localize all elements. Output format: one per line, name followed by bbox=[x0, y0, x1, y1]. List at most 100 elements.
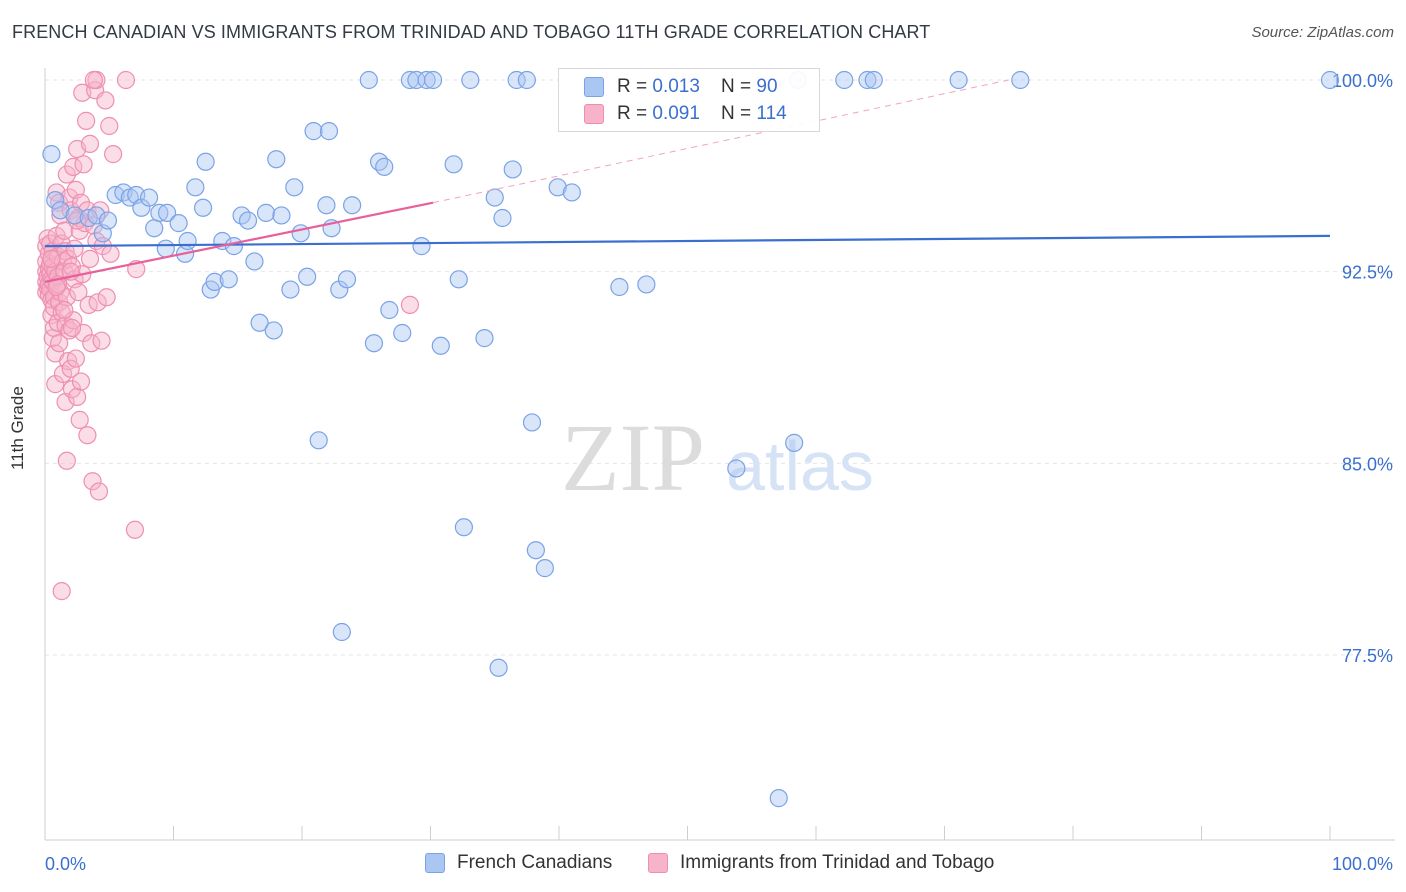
watermark-atlas: atlas bbox=[726, 427, 874, 505]
pink-point bbox=[83, 472, 102, 491]
blue-point bbox=[864, 70, 883, 90]
blue-point bbox=[475, 329, 494, 348]
pink-point bbox=[55, 221, 74, 240]
pink-point bbox=[61, 359, 80, 378]
r-value-pink: 0.091 bbox=[652, 103, 700, 124]
blue-point bbox=[375, 157, 394, 176]
pink-point bbox=[43, 257, 62, 276]
pink-point bbox=[80, 134, 100, 153]
blue-point bbox=[139, 188, 159, 207]
blue-point bbox=[205, 272, 224, 291]
x-tick-label: 100.0% bbox=[1332, 854, 1393, 874]
watermark-zip: ZIP bbox=[561, 404, 705, 511]
blue-point bbox=[150, 203, 169, 222]
blue-point bbox=[186, 178, 205, 197]
blue-point bbox=[485, 188, 504, 207]
blue-point bbox=[949, 70, 968, 90]
pink-point bbox=[101, 244, 120, 263]
pink-point bbox=[88, 293, 107, 312]
blue-point bbox=[317, 196, 336, 215]
y-tick-label: 77.5% bbox=[1342, 646, 1393, 666]
legend-item-french-canadians[interactable]: French Canadians bbox=[425, 852, 612, 874]
blue-point bbox=[412, 237, 431, 256]
blue-point bbox=[193, 198, 213, 217]
blue-point bbox=[145, 219, 164, 238]
r-label-blue: R = bbox=[617, 76, 653, 97]
legend-swatch-pink bbox=[648, 853, 668, 873]
pink-point bbox=[60, 321, 79, 340]
blue-point bbox=[42, 145, 61, 164]
y-tick-label: 85.0% bbox=[1342, 454, 1393, 474]
blue-point bbox=[65, 206, 84, 225]
blue-point bbox=[332, 622, 351, 642]
pink-point bbox=[84, 70, 103, 90]
chart-title: FRENCH CANADIAN VS IMMIGRANTS FROM TRINI… bbox=[12, 22, 931, 42]
r-value-blue: 0.013 bbox=[652, 76, 700, 97]
pink-point bbox=[71, 372, 91, 391]
blue-point bbox=[548, 178, 567, 197]
blue-point bbox=[51, 201, 70, 220]
pink-point bbox=[66, 349, 85, 368]
pink-point bbox=[92, 331, 111, 350]
blue-point bbox=[132, 198, 151, 217]
blue-point bbox=[319, 122, 339, 141]
blue-point bbox=[281, 280, 300, 299]
blue-point bbox=[196, 152, 215, 171]
blue-point bbox=[304, 122, 323, 141]
blue-point bbox=[517, 70, 536, 90]
watermark: ZIP atlas bbox=[561, 404, 874, 511]
pink-point bbox=[50, 334, 69, 353]
blue-point bbox=[1320, 70, 1340, 90]
legend-swatch-blue bbox=[425, 853, 445, 873]
legend-item-trinidad-tobago[interactable]: Immigrants from Trinidad and Tobago bbox=[648, 852, 994, 874]
blue-point bbox=[178, 231, 197, 251]
pink-trend-line bbox=[44, 201, 434, 283]
pink-point bbox=[42, 249, 61, 268]
blue-point bbox=[359, 70, 378, 90]
pink-point bbox=[125, 520, 145, 539]
pink-point bbox=[57, 451, 76, 470]
blue-swatch bbox=[584, 77, 604, 97]
blue-point bbox=[562, 183, 581, 202]
pink-point bbox=[400, 295, 420, 314]
legend-label-pink: Immigrants from Trinidad and Tobago bbox=[680, 852, 995, 873]
stats-legend: R = 0.013 N = 90 R = 0.091 N = 114 bbox=[558, 68, 820, 132]
blue-series bbox=[42, 70, 1340, 808]
blue-point bbox=[370, 152, 389, 171]
blue-point bbox=[343, 196, 362, 215]
blue-point bbox=[238, 211, 258, 230]
pink-point bbox=[55, 300, 74, 320]
blue-point bbox=[637, 275, 656, 294]
blue-point bbox=[250, 313, 269, 332]
blue-point bbox=[461, 70, 480, 90]
x-tick-label: 0.0% bbox=[45, 854, 86, 874]
blue-point bbox=[298, 267, 317, 286]
blue-point bbox=[264, 321, 283, 340]
pink-point bbox=[89, 482, 109, 501]
pink-point bbox=[100, 116, 119, 136]
blue-point bbox=[522, 413, 542, 432]
blue-point bbox=[493, 208, 512, 228]
blue-point bbox=[526, 541, 545, 560]
blue-point bbox=[610, 277, 629, 297]
blue-point bbox=[449, 270, 468, 289]
pink-swatch bbox=[584, 104, 604, 124]
blue-point bbox=[444, 155, 463, 174]
grid-lines bbox=[45, 79, 1395, 656]
blue-point bbox=[330, 280, 349, 299]
pink-point bbox=[77, 111, 96, 130]
blue-point bbox=[337, 270, 357, 289]
pink-point bbox=[104, 145, 123, 164]
y-axis-label: 11th Grade bbox=[8, 386, 27, 470]
trend-lines bbox=[44, 79, 1331, 283]
pink-point bbox=[65, 239, 84, 258]
pink-point bbox=[68, 387, 87, 406]
blue-point bbox=[364, 334, 384, 353]
blue-point bbox=[858, 70, 877, 90]
tick-labels: 77.5% 85.0% 92.5% 100.0% 0.0% 100.0% bbox=[45, 71, 1393, 874]
blue-point bbox=[98, 211, 118, 230]
blue-point bbox=[309, 431, 328, 450]
pink-point bbox=[69, 283, 88, 302]
blue-point bbox=[285, 178, 304, 197]
